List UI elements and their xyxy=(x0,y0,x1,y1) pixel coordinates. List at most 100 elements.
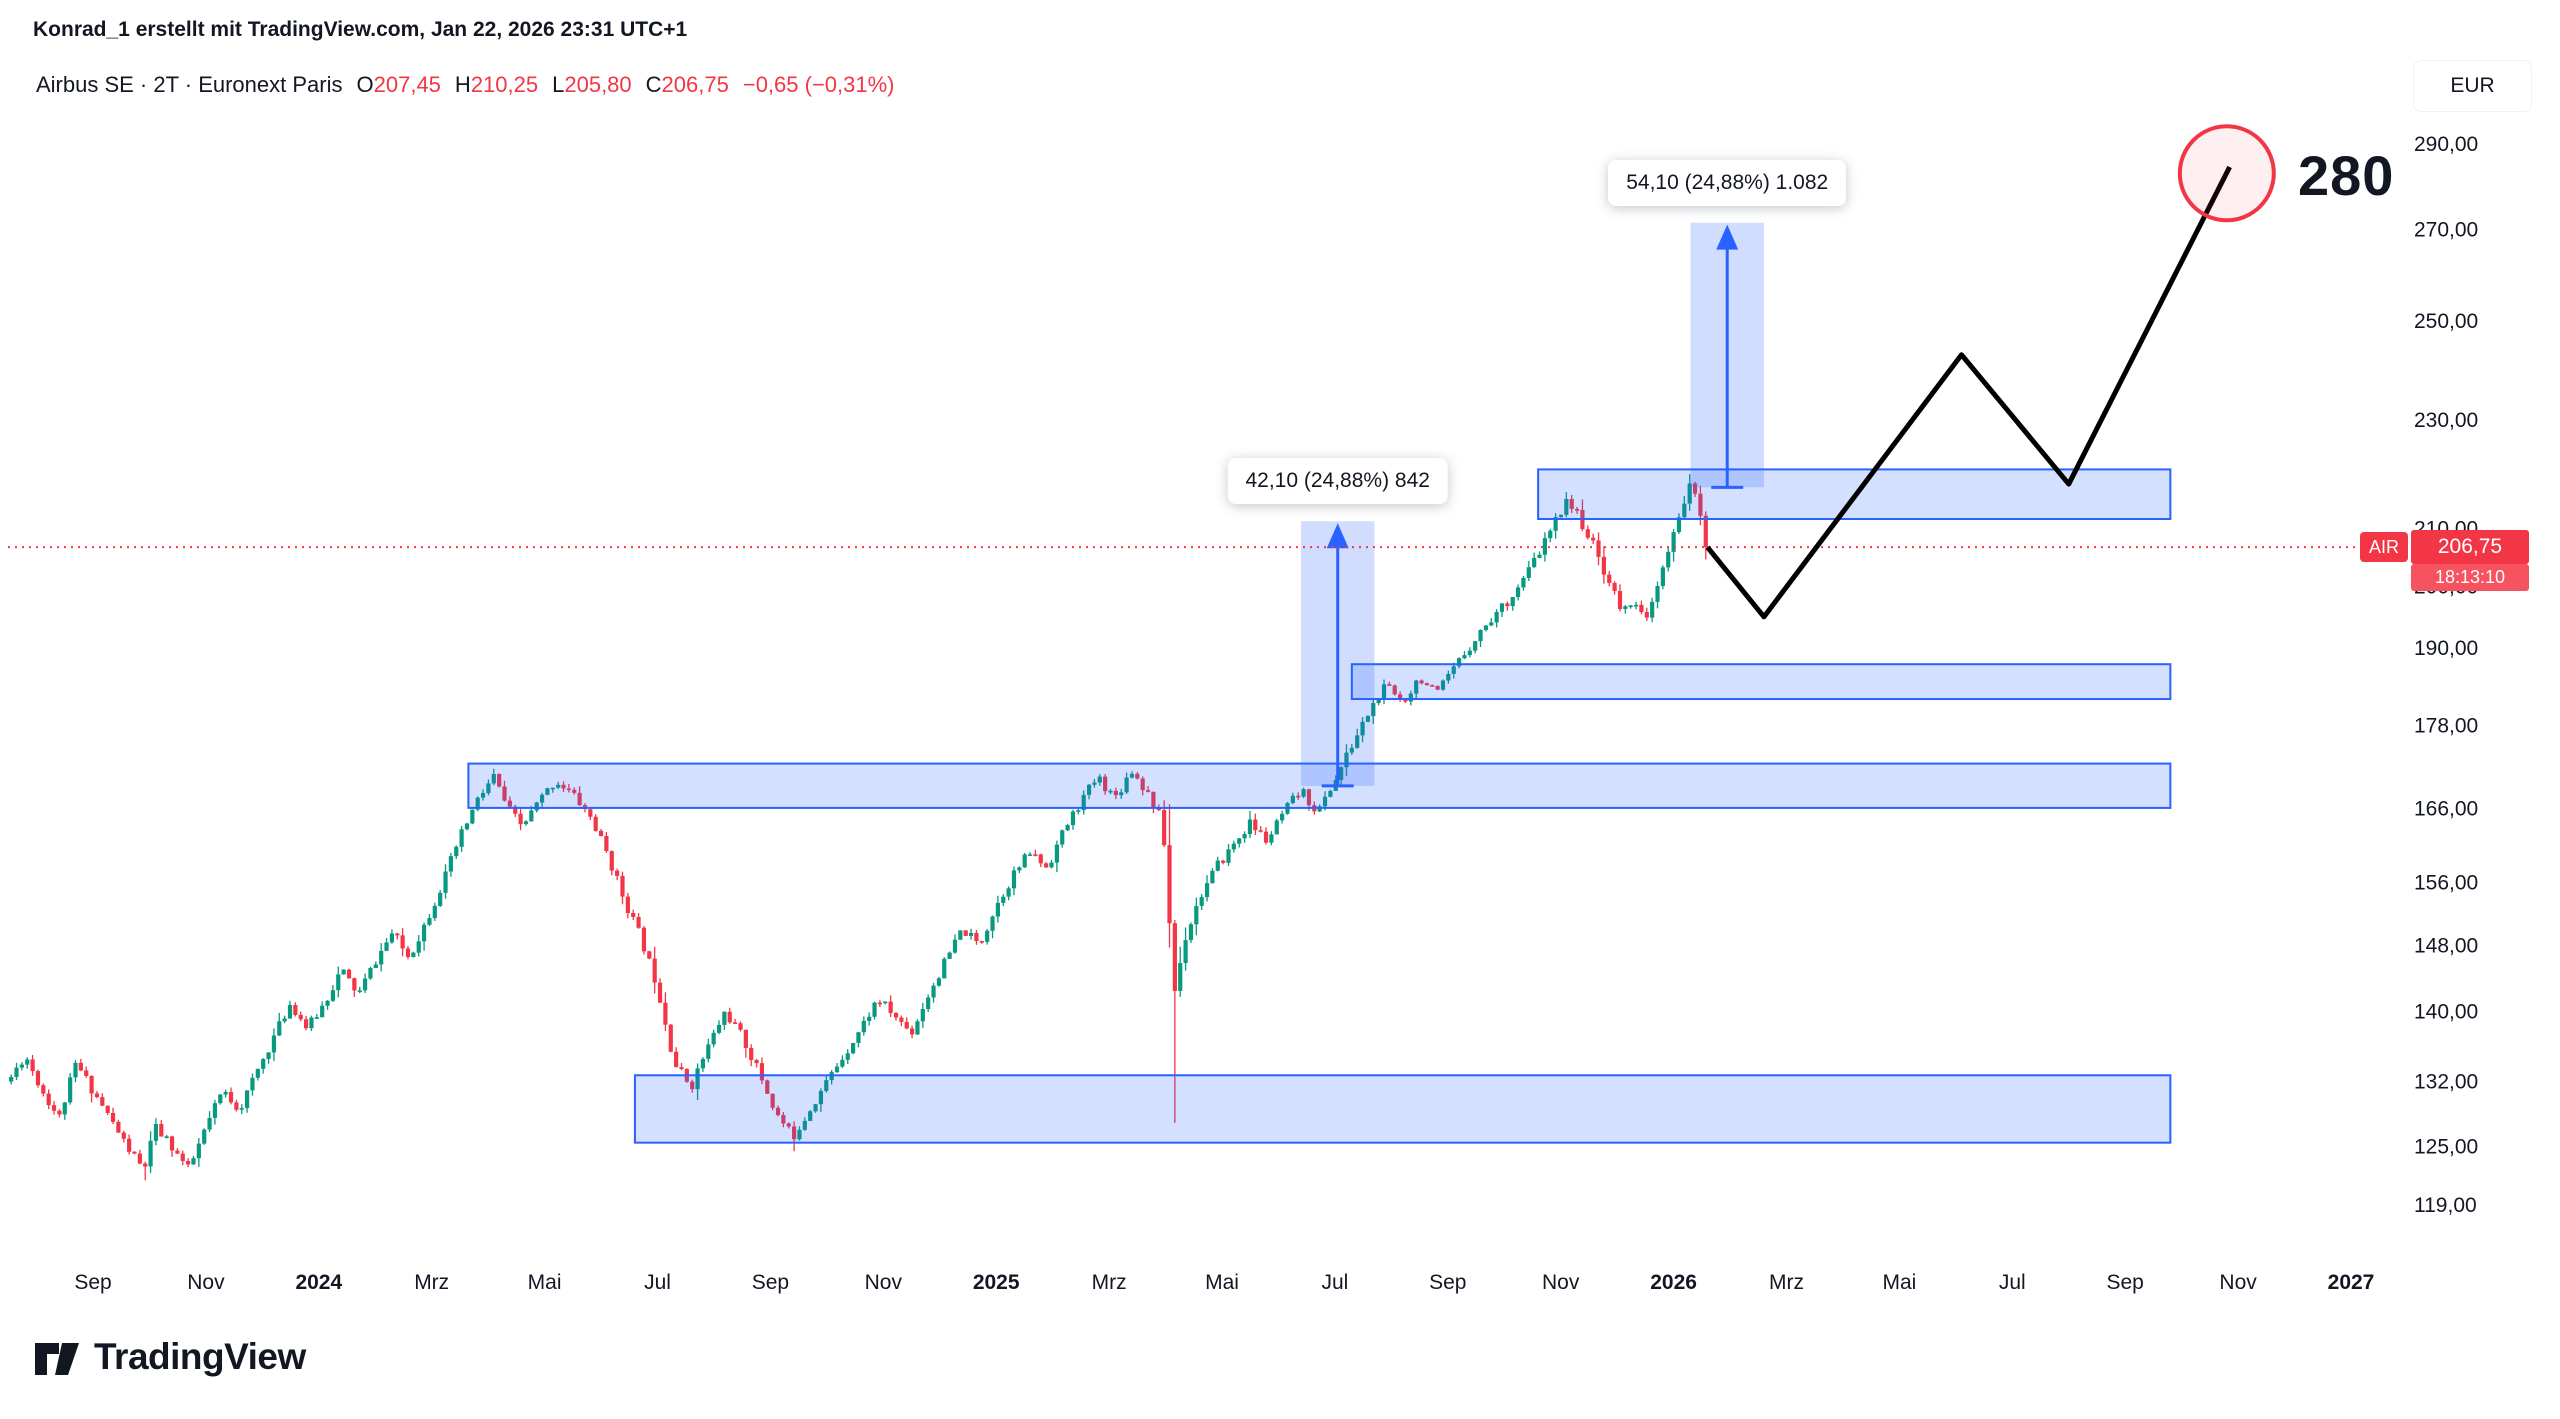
price-axis-label: 119,00 xyxy=(2414,1194,2477,1217)
price-axis[interactable]: 290,00270,00250,00230,00210,00200,00190,… xyxy=(2414,133,2478,1217)
candle xyxy=(416,934,421,957)
price-target-circle[interactable] xyxy=(2177,124,2276,223)
candle xyxy=(1210,868,1215,884)
price-range-tool[interactable] xyxy=(1301,521,1375,788)
candle xyxy=(695,1063,700,1100)
candle xyxy=(1644,607,1649,621)
price-target-text: 280 xyxy=(2298,144,2395,207)
tradingview-logo[interactable]: TradingView xyxy=(33,1336,306,1378)
price-axis-label: 132,00 xyxy=(2414,1071,2478,1094)
candle xyxy=(196,1138,201,1167)
candle xyxy=(963,930,968,936)
time-axis[interactable]: Sep Nov 2024 Mrz Mai Jul Sep Nov 2025 Mrz Mai Jul Se… xyxy=(74,1271,2374,1294)
candle xyxy=(1650,597,1655,623)
currency-button[interactable]: EUR xyxy=(2413,60,2532,112)
candle xyxy=(1263,827,1269,845)
candle xyxy=(749,1044,754,1067)
candle xyxy=(1274,818,1279,835)
time-axis-label: Nov xyxy=(2219,1271,2257,1294)
candle xyxy=(1682,496,1687,519)
candle xyxy=(1612,581,1617,595)
candle xyxy=(1365,715,1371,723)
candle xyxy=(1505,601,1510,611)
low-label: L xyxy=(552,72,565,97)
price-axis-label: 190,00 xyxy=(2414,637,2478,660)
time-axis-label: Jul xyxy=(644,1271,671,1294)
symbol-title[interactable]: Airbus SE · 2T · Euronext Paris xyxy=(36,72,343,97)
candle xyxy=(604,831,609,853)
candle xyxy=(1151,791,1156,814)
candle xyxy=(588,808,593,820)
time-axis-label: Mrz xyxy=(414,1271,449,1294)
measurement-label-1[interactable]: 42,10 (24,88%) 842 xyxy=(1227,458,1448,505)
candle xyxy=(357,986,362,994)
candle xyxy=(507,796,512,808)
candle xyxy=(1060,829,1065,848)
candle xyxy=(1178,946,1183,997)
candle xyxy=(19,1062,24,1071)
candle xyxy=(411,951,416,958)
support-resistance-zone[interactable] xyxy=(467,762,2172,809)
candle xyxy=(679,1062,684,1071)
candle xyxy=(1451,662,1456,679)
candle xyxy=(1258,826,1263,833)
candle xyxy=(1129,771,1135,779)
time-axis-label: Sep xyxy=(74,1271,111,1294)
candle xyxy=(1666,548,1671,572)
support-resistance-zone[interactable] xyxy=(633,1074,2172,1144)
candle xyxy=(1569,494,1574,514)
candle xyxy=(1564,492,1569,518)
candle xyxy=(1017,866,1022,874)
candle xyxy=(191,1155,196,1165)
candle xyxy=(781,1112,786,1128)
candle xyxy=(1001,894,1006,907)
measurement-label-2[interactable]: 54,10 (24,88%) 1.082 xyxy=(1608,159,1847,206)
candle xyxy=(722,1011,727,1030)
candle xyxy=(1344,744,1349,776)
candle xyxy=(1038,853,1043,868)
candle xyxy=(480,789,486,801)
candle xyxy=(668,1023,673,1053)
candle xyxy=(1183,927,1188,971)
candle xyxy=(35,1069,41,1088)
price-range-tool[interactable] xyxy=(1690,222,1764,489)
candle xyxy=(132,1151,137,1155)
candle xyxy=(759,1057,765,1085)
candle xyxy=(1140,776,1145,796)
candle xyxy=(1532,552,1537,568)
candle xyxy=(1108,788,1113,795)
time-axis-label: Sep xyxy=(2107,1271,2144,1294)
candle xyxy=(1215,856,1220,872)
ohlc-high: H210,25 xyxy=(455,72,538,98)
candle xyxy=(1269,831,1274,846)
support-resistance-zone[interactable] xyxy=(1350,663,2172,701)
candle xyxy=(1548,528,1553,543)
candle xyxy=(1049,859,1054,869)
projection-trend-line[interactable] xyxy=(1705,165,2232,620)
candle xyxy=(470,809,475,825)
candle xyxy=(1119,788,1124,799)
candle xyxy=(877,1000,883,1007)
candle xyxy=(1253,813,1258,835)
candle xyxy=(615,868,620,881)
candle xyxy=(1510,597,1515,611)
candle xyxy=(598,828,604,837)
candle xyxy=(223,1089,228,1098)
price-axis-label: 125,00 xyxy=(2414,1135,2478,1158)
candle xyxy=(1478,629,1483,648)
candle xyxy=(1628,604,1633,609)
candle xyxy=(1247,810,1253,838)
candle xyxy=(958,930,963,941)
candle xyxy=(169,1135,175,1157)
candle xyxy=(1011,866,1017,896)
candle xyxy=(384,938,389,952)
high-value: 210,25 xyxy=(470,72,539,97)
candle xyxy=(159,1120,164,1137)
candle xyxy=(952,934,958,954)
candle xyxy=(577,786,582,806)
candle xyxy=(968,928,974,940)
ohlc-low: L205,80 xyxy=(552,72,632,98)
candle xyxy=(1601,546,1606,584)
candle xyxy=(245,1090,250,1113)
